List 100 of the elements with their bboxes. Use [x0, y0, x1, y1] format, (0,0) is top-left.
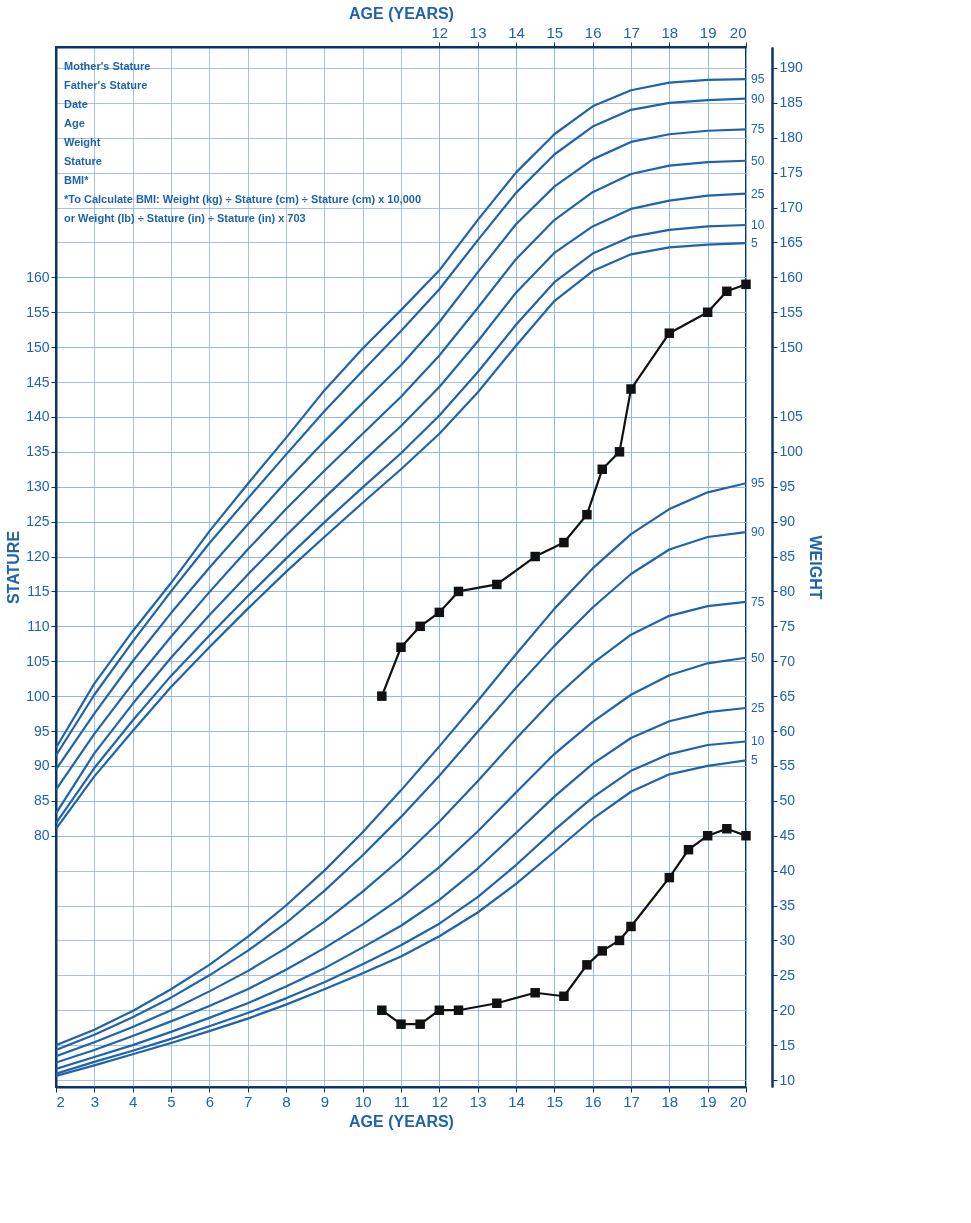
y2-tick-label: 35 — [779, 897, 796, 914]
x-tick-label: 12 — [431, 1092, 449, 1110]
series-label: 95 — [751, 72, 765, 87]
x-tick-label: 11 — [393, 1092, 410, 1110]
x-tick-label: 2 — [56, 1092, 65, 1110]
y-tick-label: 90 — [33, 757, 50, 774]
x-tick-label: 19 — [699, 1092, 717, 1110]
x-tick-label: 8 — [282, 1092, 291, 1110]
y3-tick-label: 160 — [779, 268, 804, 285]
y-tick-label: 130 — [26, 478, 50, 495]
y2-tick-label: 95 — [779, 478, 796, 495]
y2-tick-label: 10 — [779, 1071, 796, 1088]
y-tick-label: 135 — [26, 443, 50, 460]
x2-tick-label: 20 — [729, 23, 747, 41]
series-label: 10 — [751, 217, 765, 232]
series-label: 95 — [751, 476, 765, 491]
y2-tick-label: 70 — [779, 652, 796, 669]
y-tick-label: 85 — [33, 792, 50, 809]
x-tick-label: 16 — [584, 1092, 602, 1110]
y2-tick-label: 25 — [779, 966, 796, 983]
x-tick-label: 3 — [90, 1092, 100, 1110]
y2-tick-label: 20 — [779, 1001, 796, 1018]
y3-tick-label: 190 — [779, 59, 804, 76]
y-tick-label: 125 — [26, 513, 50, 530]
y-tick-label: 110 — [27, 617, 50, 634]
series-label: 5 — [751, 753, 758, 768]
y3-tick-label: 185 — [779, 94, 804, 111]
y-tick-label: 115 — [27, 582, 50, 599]
x-tick-label: 5 — [167, 1092, 176, 1110]
annotation: BMI* — [64, 174, 90, 186]
x2-tick-label: 18 — [661, 23, 679, 41]
y3-tick-label: 170 — [779, 199, 804, 216]
annotation: Weight — [64, 136, 101, 148]
x-tick-label: 13 — [469, 1092, 487, 1110]
y-tick-label: 95 — [33, 722, 50, 739]
x-tick-label: 18 — [661, 1092, 679, 1110]
y-tick-label: 145 — [26, 373, 50, 390]
series-label: 50 — [751, 650, 765, 665]
y2-tick-label: 90 — [779, 513, 796, 530]
x-tick-label: 20 — [729, 1092, 747, 1110]
annotation: or Weight (lb) ÷ Stature (in) ÷ Stature (in) x 703 — [64, 212, 306, 224]
y2-tick-label: 80 — [779, 582, 796, 599]
x-tick-label: 4 — [128, 1092, 138, 1110]
y-tick-label: 100 — [26, 687, 50, 704]
series-label: 25 — [751, 186, 765, 201]
y2-tick-label: 60 — [779, 722, 796, 739]
series-label: 90 — [751, 91, 765, 106]
y3-tick-label: 165 — [779, 233, 804, 250]
annotation: Date — [64, 98, 88, 110]
y-tick-label: 150 — [26, 338, 50, 355]
y3-tick-label: 180 — [779, 129, 804, 146]
x-tick-label: 6 — [205, 1092, 215, 1110]
y2-tick-label: 45 — [779, 827, 796, 844]
series-label: 25 — [751, 700, 765, 715]
y2-tick-label: 65 — [779, 687, 796, 704]
annotation: Stature — [64, 155, 102, 167]
x2-tick-label: 13 — [469, 23, 487, 41]
y2-tick-label: 15 — [779, 1036, 796, 1053]
annotation: *To Calculate BMI: Weight (kg) ÷ Stature (cm) ÷ Stature (cm) x 10,000 — [64, 193, 422, 205]
x2-tick-label: 15 — [546, 23, 564, 41]
y2-tick-label: 50 — [779, 792, 796, 809]
series-label: 75 — [751, 122, 765, 137]
y-tick-label: 105 — [26, 652, 50, 669]
x2-axis-title: AGE (YEARS) — [349, 4, 454, 22]
x-tick-label: 7 — [243, 1092, 253, 1110]
y-tick-label: 160 — [26, 268, 50, 285]
y2-tick-label: 85 — [779, 548, 796, 565]
x-tick-label: 17 — [623, 1092, 640, 1110]
x-tick-label: 9 — [320, 1092, 330, 1110]
annotation: Age — [64, 117, 85, 129]
y-tick-label: 80 — [33, 827, 50, 844]
series-label: 10 — [751, 734, 765, 749]
x-tick-label: 14 — [508, 1092, 525, 1110]
x2-tick-label: 14 — [508, 23, 525, 41]
y3-tick-label: 175 — [779, 164, 804, 181]
y2-tick-label: 75 — [779, 617, 796, 634]
series-label: 5 — [751, 236, 758, 251]
x2-tick-label: 16 — [584, 23, 602, 41]
series-label: 90 — [751, 525, 765, 540]
x-axis-title: AGE (YEARS) — [349, 1112, 454, 1130]
y2-tick-label: 40 — [779, 862, 796, 879]
y2-axis-title: WEIGHT — [806, 535, 824, 600]
x2-tick-label: 19 — [699, 23, 717, 41]
y-tick-label: 140 — [26, 408, 50, 425]
y2-tick-label: 105 — [779, 408, 804, 425]
y2-tick-label: 100 — [779, 443, 804, 460]
x2-tick-label: 17 — [623, 23, 640, 41]
y2-tick-label: 30 — [779, 931, 796, 948]
y-axis-title: STATURE — [5, 530, 23, 605]
series-label: 50 — [751, 153, 765, 168]
y2-tick-label: 55 — [779, 757, 796, 774]
y-tick-label: 155 — [26, 303, 50, 320]
annotation: Father's Stature — [64, 79, 148, 91]
y3-tick-label: 150 — [779, 338, 804, 355]
y3-tick-label: 155 — [779, 303, 804, 320]
x2-tick-label: 12 — [431, 23, 449, 41]
series-label: 75 — [751, 594, 765, 609]
x-tick-label: 10 — [354, 1092, 372, 1110]
y-tick-label: 120 — [26, 548, 50, 565]
annotation: Mother's Stature — [64, 60, 151, 72]
